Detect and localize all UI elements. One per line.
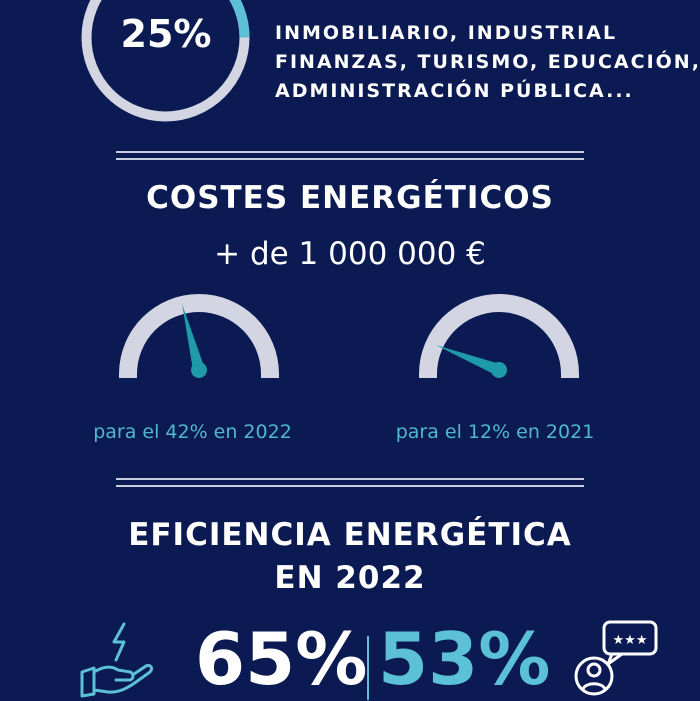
eficiencia-title-line2: EN 2022 [274, 560, 426, 596]
divider [116, 151, 584, 160]
eficiencia-title: EFICIENCIA ENERGÉTICA EN 2022 [0, 514, 700, 600]
gauge-needle [182, 304, 205, 372]
gauge-caption-2021: para el 12% en 2021 [395, 421, 595, 443]
energy-hand-icon [80, 622, 154, 698]
review-chat-icon: ★★★ [574, 620, 658, 696]
gauge-needle [435, 345, 502, 376]
sector-line-2: FINANZAS, TURISMO, EDUCACIÓN, [275, 51, 700, 73]
sector-line-1: INMOBILIARIO, INDUSTRIAL [275, 22, 618, 44]
gauge-caption-2022: para el 42% en 2022 [93, 421, 292, 443]
svg-text:★★★: ★★★ [613, 633, 648, 648]
divider [116, 478, 584, 487]
top-percentage: 25% [120, 12, 212, 56]
stat-53: 53% [378, 617, 551, 701]
sector-line-3: ADMINISTRACIÓN PÚBLICA... [275, 80, 634, 102]
gauge-2022 [119, 294, 279, 378]
gauge-2021 [419, 294, 579, 378]
eficiencia-title-line1: EFICIENCIA ENERGÉTICA [128, 517, 572, 553]
costes-amount: + de 1 000 000 € [214, 236, 486, 272]
percentage-ring [81, 0, 250, 122]
stat-65: 65% [195, 617, 368, 701]
costes-title: COSTES ENERGÉTICOS [146, 180, 554, 216]
stat-separator [367, 636, 369, 700]
